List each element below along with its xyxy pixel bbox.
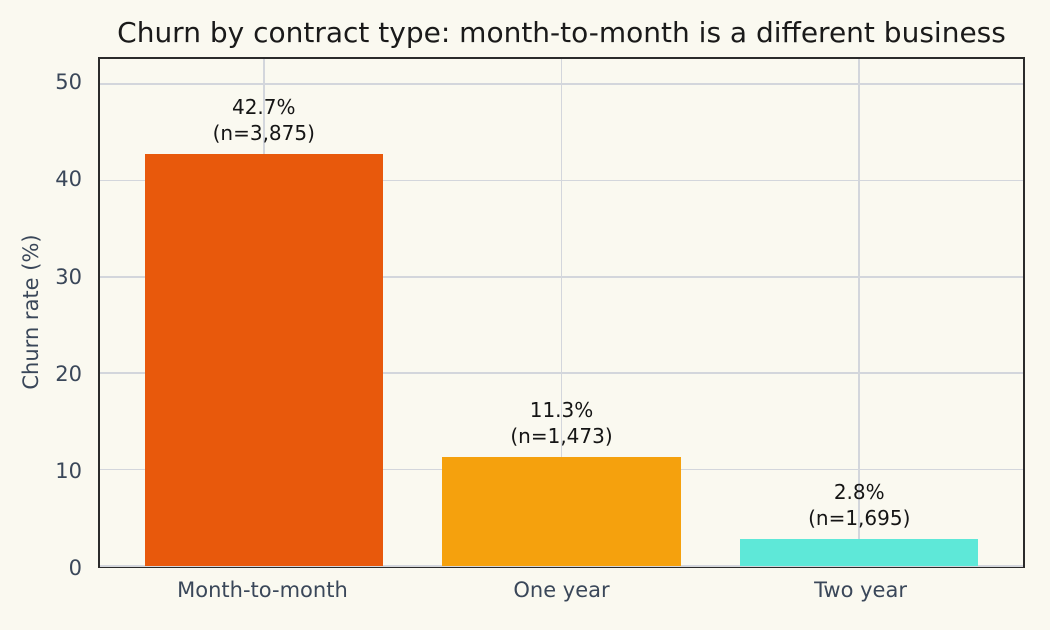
y-tick-label-20: 20	[55, 361, 82, 386]
y-tick-label-50: 50	[55, 70, 82, 95]
bar-label-line-1: 42.7%	[231, 95, 296, 120]
plot-area: 42.7% (n=3,875) 11.3% (n=1,473) 2.8% (n=1,695…	[98, 57, 1025, 568]
gridline-x-one-year	[560, 59, 563, 566]
chart-title: Churn by contract type: month-to-month i…	[117, 16, 1006, 49]
bar-label-two-year: 2.8% (n=1,695)	[808, 479, 910, 531]
y-tick-label-0: 0	[68, 556, 82, 580]
bar-label-line-2: (n=3,875)	[212, 121, 315, 146]
gridline-y-0	[100, 565, 1023, 567]
x-tick-label-one-year: One year	[513, 578, 610, 602]
bar-month-to-month	[144, 154, 383, 566]
bar-label-month-to-month: 42.7% (n=3,875)	[213, 94, 315, 146]
x-tick-label-month-to-month: Month-to-month	[177, 578, 348, 602]
bar-label-one-year: 11.3% (n=1,473)	[510, 397, 612, 449]
y-tick-label-40: 40	[55, 167, 82, 192]
bar-label-line-1: 2.8%	[833, 480, 885, 505]
bar-label-line-1: 11.3%	[529, 398, 594, 423]
bar-label-line-2: (n=1,695)	[808, 506, 911, 531]
y-tick-label-10: 10	[55, 458, 82, 483]
y-tick-label-30: 30	[55, 264, 82, 289]
bar-label-line-2: (n=1,473)	[510, 424, 613, 449]
bar-one-year	[442, 457, 681, 566]
x-tick-label-two-year: Two year	[814, 578, 907, 602]
y-axis-ticks: 0 10 20 30 40 50	[0, 57, 84, 580]
gridline-x-two-year	[858, 59, 860, 566]
x-axis-ticks: Month-to-month One year Two year	[98, 574, 1025, 608]
bar-two-year	[740, 539, 979, 566]
